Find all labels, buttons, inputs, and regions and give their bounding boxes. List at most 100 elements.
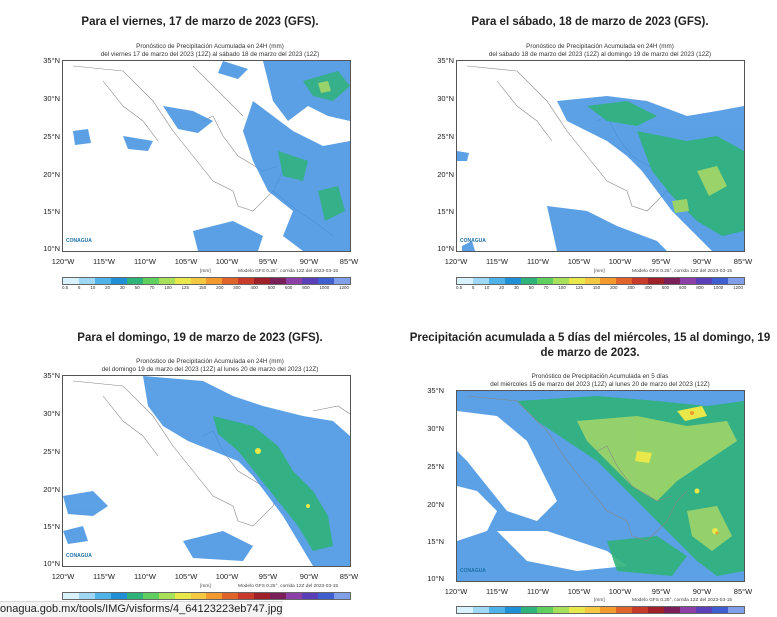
model-credit: Modelo GFS 0.25°, corrida 12Z del 2023-0… xyxy=(632,598,733,603)
colorbar-swatch xyxy=(584,607,601,613)
panel-subtitle-dates: del sábado 18 de marzo del 2023 (12Z) al… xyxy=(488,51,712,58)
colorbar-label: 20 xyxy=(499,285,505,290)
model-credit: Modelo GFS 0.25°, corrida 12Z del 2023-0… xyxy=(238,584,339,589)
colorbar xyxy=(62,592,351,600)
colorbar-swatch xyxy=(174,278,191,284)
colorbar-label: 600 xyxy=(285,285,293,290)
colorbar-swatch xyxy=(318,278,334,284)
colorbar-labels: 0.5 5 10 20 30 50 70 100 125 150 200 300 400 500 600 80… xyxy=(62,285,349,290)
lon-label: 85°W xyxy=(733,587,753,596)
colorbar-label: 300 xyxy=(233,285,241,290)
panel-subtitle: Pronóstico de Precipitación Acumulada en… xyxy=(136,358,284,365)
panel-title: Para el viernes, 17 de marzo de 2023 (GF… xyxy=(81,16,319,28)
colorbar-label: 70 xyxy=(543,285,549,290)
lon-label: 95°W xyxy=(651,257,671,266)
lon-label: 120°W xyxy=(51,572,75,581)
colorbar-swatch xyxy=(286,278,303,284)
colorbar-swatch xyxy=(222,593,239,599)
panel-title: Para el domingo, 19 de marzo de 2023 (GF… xyxy=(77,332,323,344)
colorbar-swatch xyxy=(270,593,287,599)
colorbar-swatch xyxy=(206,278,223,284)
colorbar-swatch xyxy=(333,278,350,284)
colorbar-swatch xyxy=(696,607,712,613)
lon-label: 120°W xyxy=(51,257,75,266)
lon-label: 85°W xyxy=(733,257,753,266)
colorbar-swatch xyxy=(472,278,489,284)
colorbar-swatch xyxy=(457,278,473,284)
colorbar-swatch xyxy=(616,278,633,284)
colorbar-label: 100 xyxy=(558,285,566,290)
colorbar-swatch xyxy=(520,278,537,284)
lat-label: 10°N xyxy=(43,244,60,253)
colorbar-swatch xyxy=(63,593,79,599)
lon-label: 110°W xyxy=(133,257,157,266)
colorbar xyxy=(456,277,745,285)
colorbar-label: 150 xyxy=(592,285,601,290)
colorbar-swatch xyxy=(238,278,255,284)
colorbar-swatch xyxy=(472,607,489,613)
lon-label: 100°W xyxy=(215,572,239,581)
colorbar-swatch xyxy=(504,607,521,613)
colorbar-swatch xyxy=(126,593,143,599)
colorbar-swatch xyxy=(536,607,553,613)
colorbar-swatch xyxy=(222,278,239,284)
conagua-logo: CONAGUA xyxy=(66,238,92,244)
lat-label: 10°N xyxy=(427,574,444,583)
colorbar-label: 70 xyxy=(149,285,155,290)
lon-label: 110°W xyxy=(526,257,550,266)
lon-label: 105°W xyxy=(567,587,591,596)
map-graphic xyxy=(457,65,744,251)
colorbar-label: 500 xyxy=(661,285,670,290)
map-graphic xyxy=(72,61,350,251)
lat-label: 20°N xyxy=(437,170,454,179)
colorbar-swatch xyxy=(78,278,95,284)
colorbar-swatch xyxy=(727,278,744,284)
lon-label: 90°W xyxy=(299,257,319,266)
lon-label: 120°W xyxy=(444,257,468,266)
lat-label: 35°N xyxy=(43,56,60,65)
lat-label: 30°N xyxy=(437,94,454,103)
colorbar-swatch xyxy=(584,278,601,284)
colorbar-swatch xyxy=(110,593,127,599)
colorbar-swatch xyxy=(302,593,318,599)
panel-subtitle: Pronóstico de Precipitación Acumulada en… xyxy=(526,43,674,50)
colorbar-swatch xyxy=(504,278,521,284)
colorbar-swatch xyxy=(142,593,159,599)
colorbar-label: 800 xyxy=(302,285,310,290)
status-url-bar: onagua.gob.mx/tools/IMG/visforms/4_64123… xyxy=(0,601,283,617)
lon-label: 90°W xyxy=(299,572,319,581)
map-graphic xyxy=(63,376,350,566)
colorbar xyxy=(456,606,745,614)
colorbar-swatch xyxy=(600,607,617,613)
lat-label: 35°N xyxy=(43,371,60,380)
colorbar-swatch xyxy=(632,278,649,284)
lat-label: 30°N xyxy=(43,94,60,103)
lon-label: 115°W xyxy=(92,257,116,266)
colorbar-label: 30 xyxy=(513,285,519,290)
colorbar-swatch xyxy=(568,278,585,284)
colorbar-swatch xyxy=(158,278,175,284)
colorbar-label: 50 xyxy=(134,285,140,290)
conagua-logo: CONAGUA xyxy=(460,568,486,574)
colorbar-swatch xyxy=(712,278,728,284)
lat-label: 15°N xyxy=(437,207,454,216)
panel-title: Precipitación acumulada a 5 días del mié… xyxy=(409,332,771,359)
lat-label: 25°N xyxy=(43,132,60,141)
colorbar-swatch xyxy=(302,278,318,284)
precipitation-map xyxy=(456,390,745,582)
panel-title: Para el sábado, 18 de marzo de 2023 (GFS… xyxy=(471,16,709,28)
units-label: [mm] xyxy=(200,269,211,274)
colorbar-label: 10 xyxy=(484,285,490,290)
colorbar-swatch xyxy=(488,607,505,613)
colorbar-swatch xyxy=(552,278,569,284)
colorbar-label: 300 xyxy=(627,285,635,290)
colorbar-swatch xyxy=(238,593,255,599)
colorbar-swatch xyxy=(158,593,175,599)
colorbar-label: 30 xyxy=(119,285,125,290)
colorbar-swatch xyxy=(680,607,697,613)
lon-label: 100°W xyxy=(608,587,632,596)
colorbar-label: 100 xyxy=(164,285,172,290)
lon-label: 95°W xyxy=(258,572,278,581)
lon-label: 110°W xyxy=(133,572,157,581)
panel-subtitle: Pronóstico de Precipitación Acumulada en… xyxy=(136,43,284,50)
